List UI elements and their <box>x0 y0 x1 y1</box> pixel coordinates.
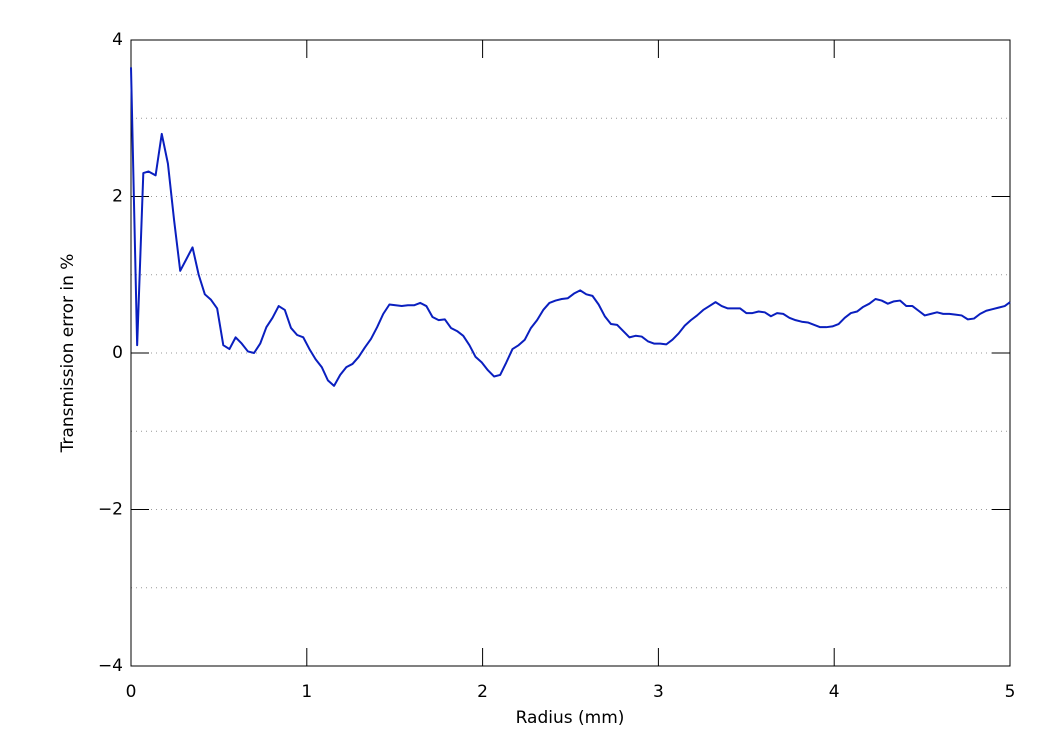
x-tick-label: 3 <box>653 682 664 702</box>
y-tick-label: 0 <box>112 343 123 363</box>
x-tick-label: 0 <box>126 682 137 702</box>
y-tick-label: −2 <box>98 500 123 520</box>
x-tick-label: 4 <box>829 682 840 702</box>
x-tick-label: 5 <box>1005 682 1016 702</box>
data-line <box>130 67 1011 387</box>
y-tick-label: 4 <box>112 30 123 50</box>
x-tick-label: 2 <box>477 682 488 702</box>
x-axis-label: Radius (mm) <box>516 708 625 728</box>
y-axis-label: Transmission error in % <box>58 254 78 454</box>
plot-frame <box>130 39 1011 667</box>
y-tick-label: 2 <box>112 187 123 207</box>
y-tick-label: −4 <box>98 656 123 676</box>
x-tick-label: 1 <box>301 682 312 702</box>
